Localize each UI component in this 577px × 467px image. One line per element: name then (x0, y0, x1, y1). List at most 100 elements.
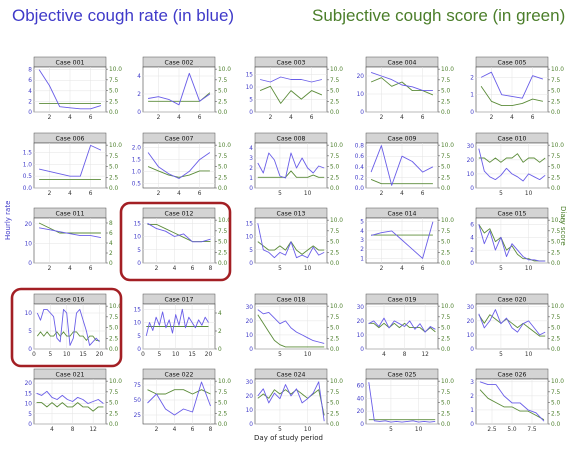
y2-tick-label: 7.5 (551, 390, 561, 396)
y2-tick-label: 5.0 (330, 240, 340, 246)
panel-case-008: Case 008 0 1 2 3 4 5 10 0.0 2.5 5.0 7.5 10.0 (249, 132, 343, 197)
y2-tick-label: 7.5 (330, 390, 340, 396)
panel-case-007: Case 007 0.5 1.0 1.5 2.0 2 4 6 0.0 2.5 5.0 7.5 10.0 (132, 132, 231, 197)
y-tick-label: 20 (467, 158, 475, 164)
y-tick-label: 0 (249, 186, 253, 192)
y-tick-label: 10 (134, 235, 142, 241)
y2-tick-label: 7.5 (109, 315, 119, 321)
y2-tick-label: 2.5 (109, 99, 119, 105)
x-tick-label: 4 (68, 191, 72, 197)
x-tick-label: 10 (525, 191, 533, 197)
x-tick-label: 0 (32, 352, 36, 358)
panel-title: Case 018 (277, 297, 306, 304)
x-tick-label: 12 (421, 352, 429, 358)
x-tick-label: 6 (89, 115, 93, 121)
y-tick-label: 0 (137, 110, 141, 116)
subjective-series-line (370, 178, 433, 185)
x-tick-label: 10 (304, 266, 312, 272)
y2-tick-label: 7.5 (330, 154, 340, 160)
highlight-box (10, 287, 123, 368)
y-tick-label: 0 (249, 261, 253, 267)
objective-series-line (479, 381, 545, 422)
y-tick-label: 15 (25, 391, 33, 397)
subjective-series-line (38, 222, 101, 234)
y-tick-label: 30 (246, 380, 254, 386)
y-tick-label: 15 (246, 221, 254, 227)
y-tick-label: 20 (246, 319, 254, 325)
panel-title: Case 026 (498, 372, 527, 379)
subjective-series-line (259, 85, 323, 104)
panel-title: Case 015 (498, 211, 527, 218)
y2-tick-label: 5.0 (330, 401, 340, 407)
panel-case-010: Case 010 0 10 20 30 5 10 0.0 2.5 5.0 7.5 10.0 (467, 132, 564, 197)
y-tick-label: 0 (360, 347, 364, 353)
y-tick-label: 0 (470, 186, 474, 192)
y-tick-label: 0 (28, 347, 32, 353)
y2-tick-label: 0.0 (441, 422, 451, 428)
y2-tick-label: 0.0 (330, 422, 340, 428)
y-tick-label: 10 (25, 402, 33, 408)
y2-tick-label: 7.5 (218, 390, 228, 396)
panel-title: Case 013 (277, 211, 306, 218)
x-tick-label: 6 (531, 115, 535, 121)
plot-area (254, 378, 328, 425)
y2-tick-label: 7.5 (551, 78, 561, 84)
panel-case-020: Case 020 0 10 20 30 5 10 0.0 2.5 5.0 7.5 10.0 (467, 293, 564, 358)
x-tick-label: 4 (177, 115, 181, 121)
y-tick-label: 4 (28, 89, 32, 95)
plot-area (254, 217, 328, 264)
y2-tick-label: 10.0 (330, 379, 343, 385)
y2-tick-label: 5.0 (551, 326, 561, 332)
objective-series-line (147, 381, 211, 416)
x-tick-label: 4 (400, 266, 404, 272)
y-tick-label: 3 (249, 156, 253, 162)
y2-tick-label: 0 (218, 347, 222, 353)
y-tick-label: 0 (470, 422, 474, 428)
y-tick-label: 2 (470, 248, 474, 254)
y2-tick-label: 7.5 (109, 154, 119, 160)
y2-tick-label: 0.0 (551, 261, 561, 267)
y2-tick-label: 0.0 (330, 347, 340, 353)
y-tick-label: 0 (360, 422, 364, 428)
y2-tick-label: 2.5 (109, 411, 119, 417)
x-tick-label: 2 (380, 266, 384, 272)
panel-case-014: Case 014 1 2 3 4 5 2 4 6 0.0 2.5 5.0 7.5 10.0 (360, 207, 454, 272)
x-tick-label: 5 (49, 352, 53, 358)
y2-tick-label: 0.0 (330, 186, 340, 192)
y2-tick-label: 2.5 (330, 411, 340, 417)
y-tick-label: 1.0 (23, 162, 33, 168)
panel-case-009: Case 009 0.0 0.2 0.4 0.6 0.8 2 4 6 0.0 2.5 5.0 7.5 10… (355, 132, 454, 197)
y-tick-label: 1 (470, 93, 474, 99)
objective-series-line (38, 69, 102, 110)
plot-area (142, 217, 216, 264)
plot-area (475, 303, 549, 350)
y2-tick-label: 0.0 (218, 110, 228, 116)
y-tick-label: 0.6 (355, 154, 365, 160)
x-axis-label: Day of study period (254, 434, 323, 442)
panel-case-022: Case 022 25 50 75 2 4 6 8 0.0 2.5 5.0 7.5 10.0 (134, 368, 231, 433)
panel-title: Case 025 (388, 372, 417, 379)
x-tick-label: 2 (48, 191, 52, 197)
x-tick-label: 10 (415, 427, 423, 433)
y-tick-label: 15 (246, 73, 254, 79)
y-tick-label: 2 (360, 247, 364, 253)
y-tick-label: 10 (25, 311, 33, 317)
y-tick-label: 15 (134, 307, 142, 313)
y2-tick-label: 7.5 (218, 229, 228, 235)
y-tick-label: 1.5 (132, 158, 142, 164)
y2-tick-label: 5.0 (109, 165, 119, 171)
y2-tick-label: 10.0 (441, 218, 454, 224)
panel-title: Case 006 (56, 136, 85, 143)
panel-case-012: Case 012 0 5 10 15 2 4 6 8 0.0 2.5 5.0 7.5 10.0 (119, 201, 232, 282)
y2-tick-label: 5.0 (109, 326, 119, 332)
x-tick-label: 15 (79, 352, 87, 358)
panel-case-006: Case 006 0.0 0.5 1.0 1.5 2 4 6 0.0 2.5 5.0 7.5 10.0 (23, 132, 122, 197)
y-tick-label: 0.5 (132, 181, 142, 187)
y-tick-label: 10 (246, 333, 254, 339)
y-tick-label: 5 (249, 248, 253, 254)
y2-tick-label: 0 (109, 261, 113, 267)
y2-tick-label: 2.5 (218, 99, 228, 105)
x-tick-label: 6 (421, 115, 425, 121)
y2-tick-label: 7.5 (330, 78, 340, 84)
y2-tick-label: 0.0 (109, 186, 119, 192)
